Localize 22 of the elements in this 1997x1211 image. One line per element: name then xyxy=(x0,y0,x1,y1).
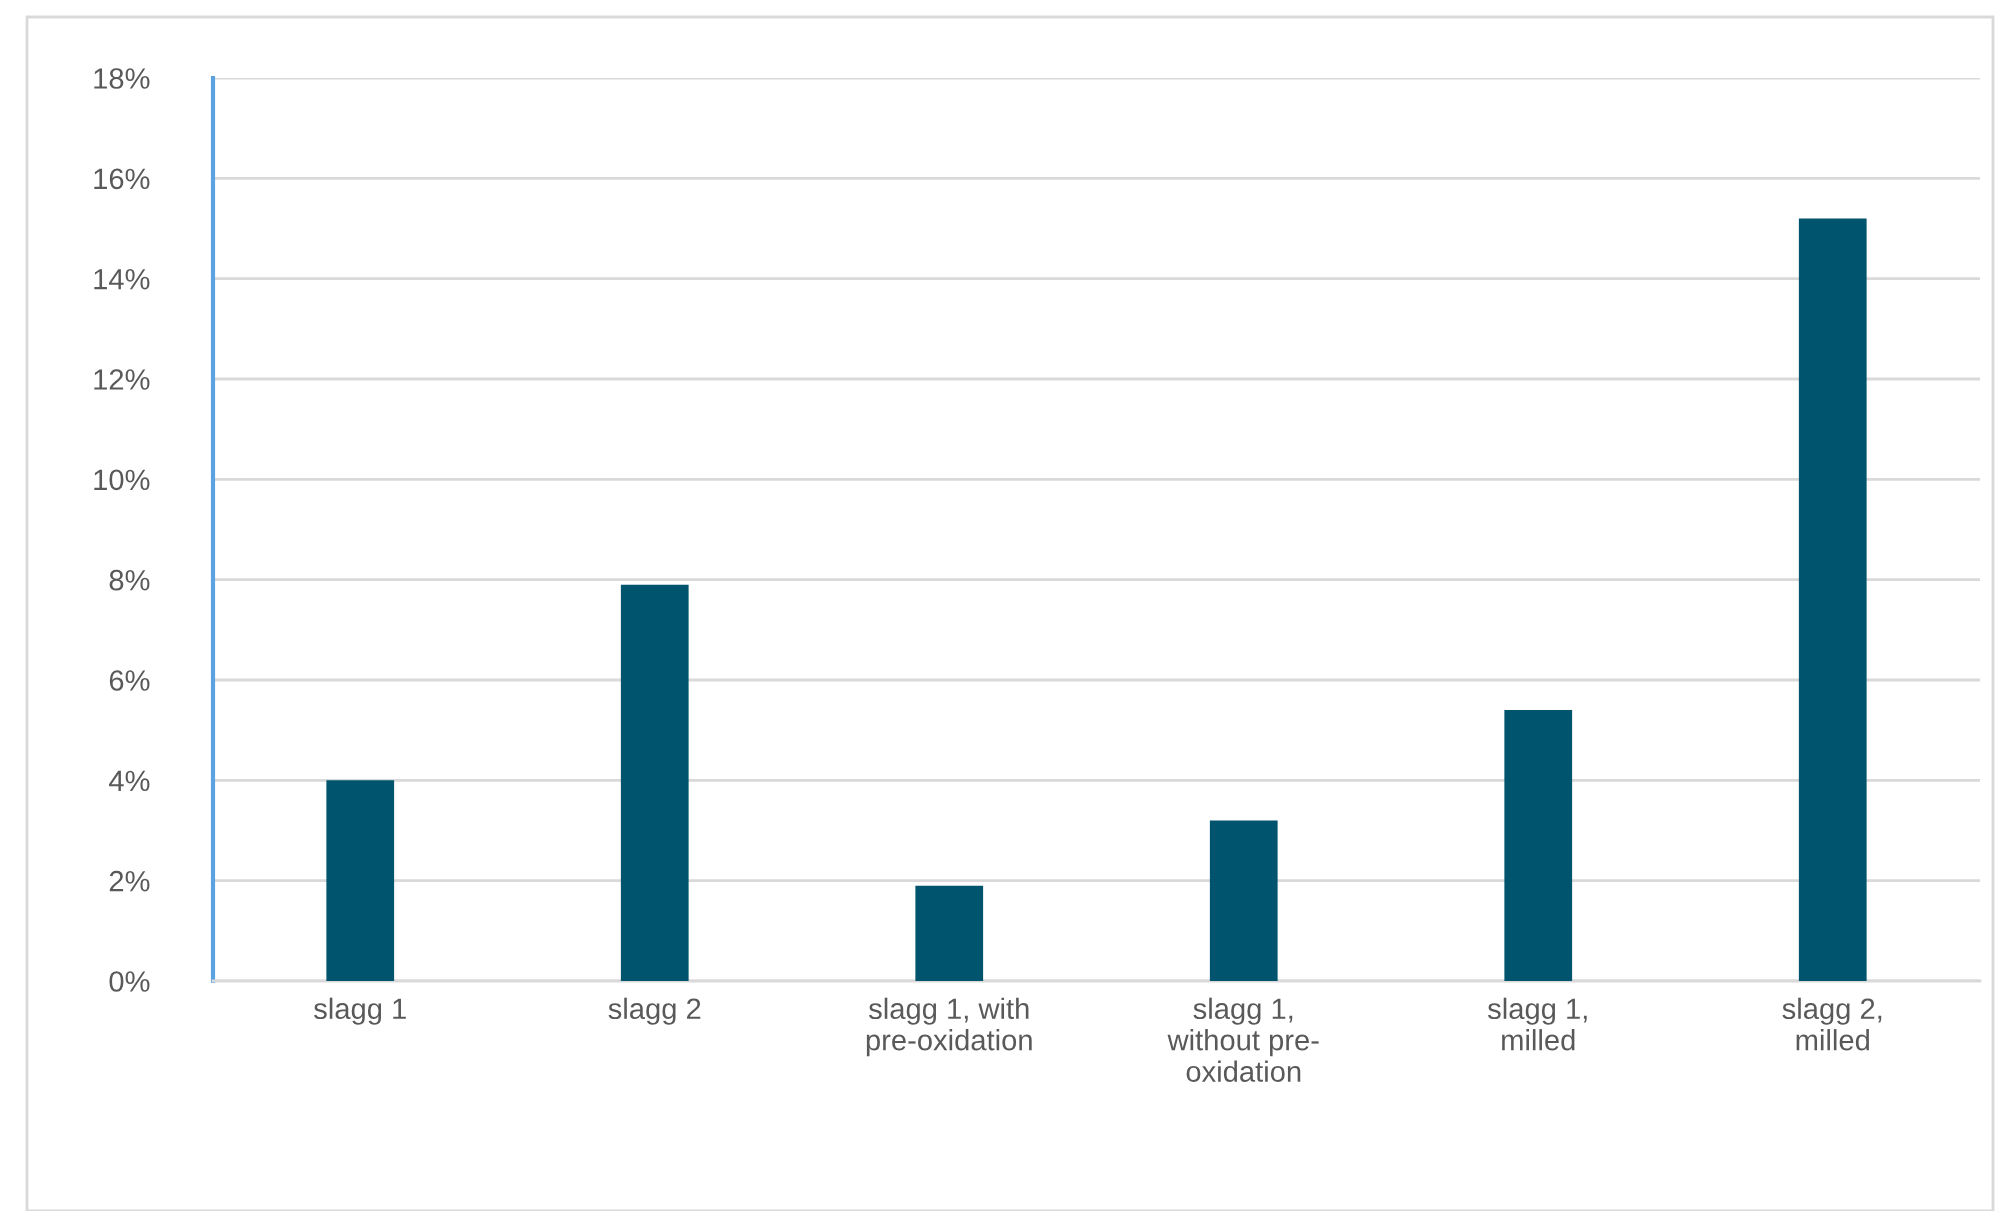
bar xyxy=(326,780,395,981)
y-tick-label: 6% xyxy=(109,670,150,691)
bar xyxy=(1798,218,1867,981)
x-tick-label: slagg 1, without pre- oxidation xyxy=(1167,997,1319,1082)
bar xyxy=(1504,710,1573,981)
bar xyxy=(915,885,984,981)
x-tick-label: slagg 1, with pre-oxidation xyxy=(866,997,1032,1057)
y-tick-label: 2% xyxy=(109,870,150,892)
x-tick-label: slagg 1, milled xyxy=(1487,997,1587,1051)
bar xyxy=(620,584,689,981)
y-tick-label: 14% xyxy=(94,269,150,290)
bar xyxy=(1209,820,1278,981)
x-tick-label: slagg 1 xyxy=(314,997,406,1025)
y-tick-label: 10% xyxy=(94,469,150,491)
x-tick-label: slagg 2 xyxy=(608,997,701,1025)
y-tick-label: 8% xyxy=(109,569,150,591)
x-tick-label: slagg 2, milled xyxy=(1782,997,1882,1051)
y-tick-label: 12% xyxy=(94,369,150,390)
y-tick-label: 16% xyxy=(94,168,150,190)
y-tick-label: 0% xyxy=(109,971,150,992)
y-tick-label: 18% xyxy=(94,68,150,89)
y-tick-label: 4% xyxy=(109,770,150,792)
